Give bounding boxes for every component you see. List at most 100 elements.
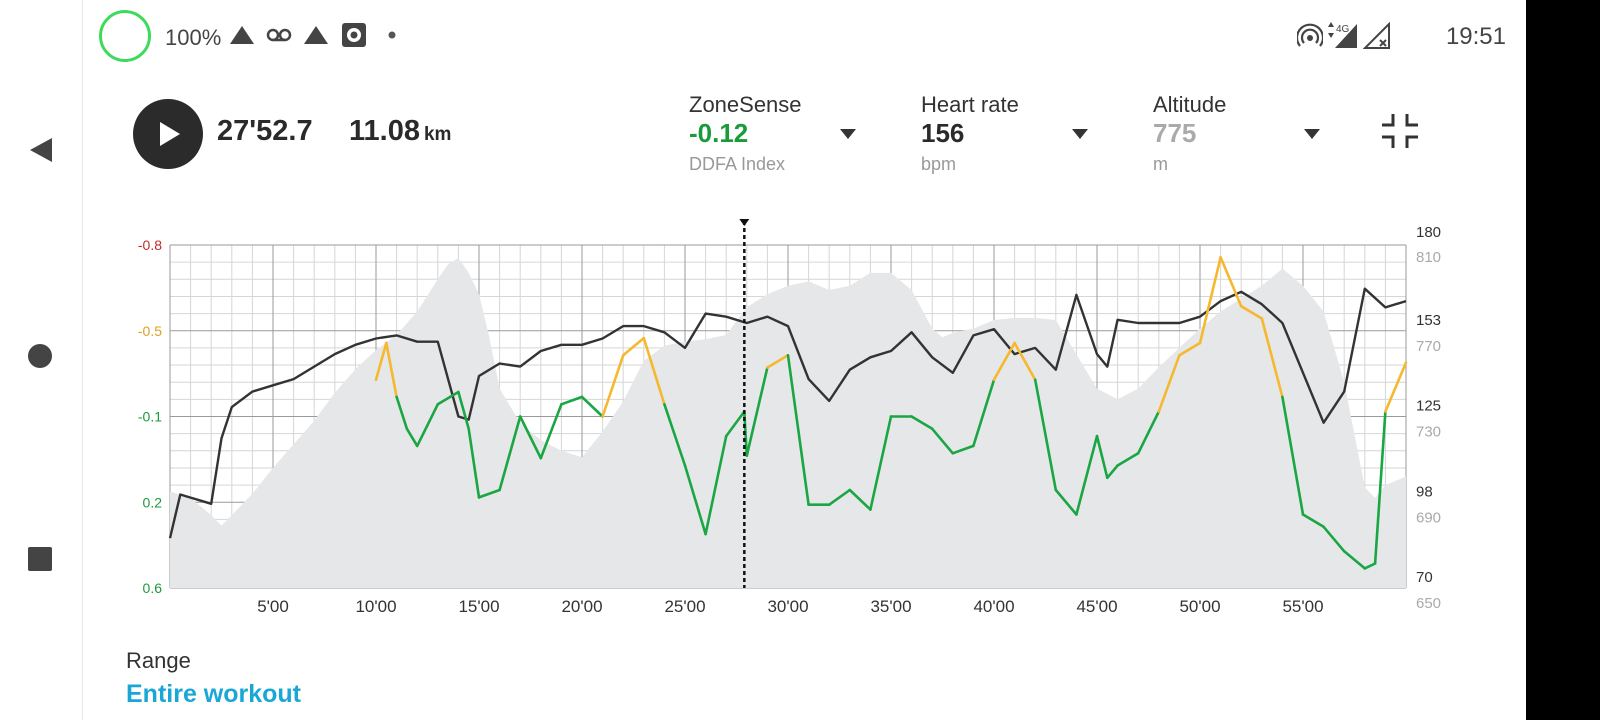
zonesense-segment [457, 390, 471, 431]
zonesense-segment [621, 336, 646, 357]
zonesense-segment [1363, 562, 1377, 570]
zonesense-segment [683, 464, 707, 536]
zonesense-segment [972, 378, 996, 448]
zonesense-segment [1219, 255, 1243, 308]
zonesense-segment [1301, 513, 1325, 529]
zonesense-segment [766, 354, 790, 369]
app-screen: 100% 4G 19:51 27'52.7 11.08 km ZoneSense … [83, 0, 1526, 720]
x-tick-label: 50'00 [1179, 597, 1220, 616]
zonesense-segment [1281, 395, 1305, 516]
no-signal-icon [1363, 22, 1390, 49]
zonesense-segment [869, 415, 893, 511]
zonesense-segment [1373, 410, 1387, 565]
recents-square-icon [28, 547, 52, 571]
zonesense-segment [1198, 255, 1222, 345]
hr-tick-label: 98 [1416, 483, 1433, 500]
metric-unit: m [1153, 154, 1168, 174]
time-cursor[interactable] [739, 219, 750, 588]
zonesense-line [374, 255, 1408, 570]
x-axis-labels: 5'00 10'00 15'00 20'00 25'00 30'00 35'00 40'00 4… [257, 597, 1323, 616]
zonesense-segment [436, 390, 460, 406]
metric-value: 775 [1153, 118, 1197, 148]
altitude-tick-label: 770 [1416, 338, 1441, 355]
zonesense-segment [786, 354, 810, 507]
hr-tick-label: 70 [1416, 569, 1433, 586]
zonesense-segment [1136, 410, 1161, 455]
zonesense-segment [1239, 305, 1264, 320]
x-tick-label: 30'00 [767, 597, 808, 616]
nav-home-button[interactable] [26, 342, 54, 370]
metric-unit: DDFA Index [689, 154, 786, 174]
zonesense-segment [910, 415, 934, 431]
signal-4g-icon: 4G [1328, 22, 1357, 48]
dropdown-caret-icon[interactable] [1071, 128, 1089, 140]
dropdown-caret-icon[interactable] [1303, 128, 1321, 140]
zonesense-segment [1157, 354, 1181, 413]
zonesense-segment [704, 434, 728, 536]
zonesense-segment [498, 415, 522, 492]
dropdown-caret-icon[interactable] [839, 128, 857, 140]
zonesense-segment [745, 366, 769, 457]
metric-value: -0.12 [689, 118, 749, 148]
voicemail-icon [266, 28, 292, 42]
back-triangle-icon [30, 138, 52, 162]
zonesense-segment [1260, 317, 1284, 399]
hr-tick-label: 153 [1416, 312, 1441, 329]
zonesense-segment [1384, 361, 1408, 413]
workout-chart[interactable]: -0.8 -0.5 -0.1 0.2 0.6 180 153 125 98 70 810 770 73… [83, 210, 1526, 630]
cursor-handle-icon [739, 219, 750, 226]
zonesense-metric-selector[interactable]: ZoneSense -0.12 DDFA Index [689, 92, 879, 182]
metric-title: Altitude [1153, 92, 1227, 117]
notification-dot-icon [388, 31, 396, 39]
x-tick-label: 25'00 [664, 597, 705, 616]
altitude-tick-label: 730 [1416, 424, 1441, 441]
speaker-icon [342, 23, 366, 47]
nav-back-button[interactable] [26, 135, 56, 165]
y-axis-left-labels: -0.8 -0.5 -0.1 0.2 0.6 [138, 237, 162, 596]
zonesense-segment [1095, 434, 1109, 480]
play-button[interactable] [133, 99, 203, 169]
metric-unit: bpm [921, 154, 957, 174]
zonesense-segment [1033, 378, 1058, 492]
collapse-fullscreen-icon[interactable] [1381, 112, 1419, 150]
zonesense-segment [384, 341, 398, 399]
zonesense-segment [415, 403, 440, 448]
altitude-metric-selector[interactable]: Altitude 775 m [1153, 92, 1343, 182]
zonesense-segment [1322, 525, 1346, 553]
zonesense-segment [395, 395, 409, 431]
zonesense-segment [951, 444, 975, 455]
zonesense-segment [1116, 452, 1140, 467]
navigation-bar [0, 0, 83, 720]
zonesense-segment [601, 354, 625, 418]
zonesense-segment [1013, 341, 1037, 382]
nav-recents-button[interactable] [26, 545, 54, 573]
y-left-tick-label: -0.1 [138, 409, 162, 425]
heart-rate-metric-selector[interactable]: Heart rate 156 bpm [921, 92, 1111, 182]
x-tick-label: 55'00 [1282, 597, 1323, 616]
y-left-tick-label: 0.2 [143, 494, 163, 510]
altitude-tick-label: 810 [1416, 249, 1441, 266]
distance-value: 11.08 [349, 115, 420, 147]
zonesense-segment [580, 395, 604, 418]
distance: 11.08 km [349, 115, 451, 148]
status-bar: 100% 4G 19:51 [83, 0, 1526, 75]
warning-triangle-icon [230, 26, 254, 44]
clock: 19:51 [1445, 23, 1506, 50]
zonesense-segment [827, 488, 852, 507]
x-tick-label: 35'00 [870, 597, 911, 616]
range-selector[interactable]: Entire workout [126, 680, 302, 708]
zonesense-segment [848, 488, 872, 511]
y-left-tick-label: -0.8 [138, 237, 162, 253]
range-label: Range [126, 648, 191, 673]
battery-level: 100% [165, 25, 222, 50]
x-tick-label: 5'00 [257, 597, 289, 616]
altitude-tick-label: 650 [1416, 595, 1441, 612]
altitude-tick-label: 690 [1416, 509, 1441, 526]
zonesense-segment [724, 410, 746, 438]
warning-triangle-icon [304, 26, 328, 44]
play-icon [160, 122, 180, 146]
zonesense-segment [1075, 434, 1099, 516]
activity-ring-icon [99, 10, 151, 62]
hotspot-icon [1297, 23, 1323, 47]
y-left-tick-label: 0.6 [143, 580, 163, 596]
